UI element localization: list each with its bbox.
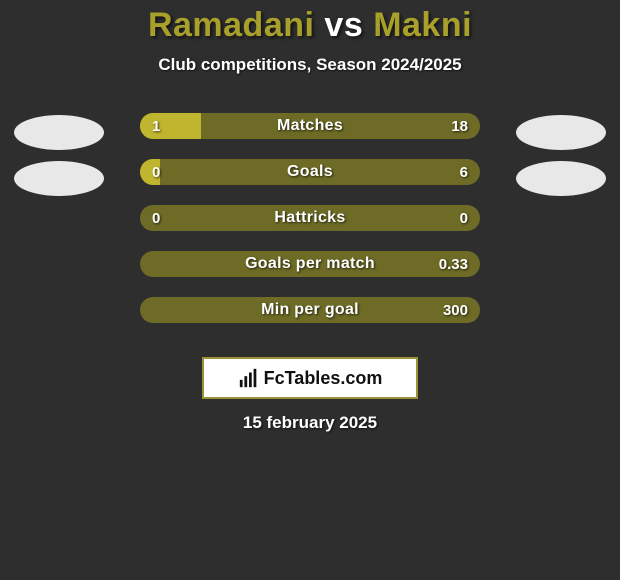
stat-bar: Goals0 6	[140, 159, 480, 185]
bar-value-right: 0.33	[439, 251, 468, 277]
stat-row: Min per goal300	[0, 297, 620, 343]
stat-row: Goals per match0.33	[0, 251, 620, 297]
bar-label: Min per goal	[140, 297, 480, 323]
title-player2: Makni	[373, 6, 472, 44]
bar-value-left: 0	[152, 205, 160, 231]
stat-bar: Min per goal300	[140, 297, 480, 323]
title-vs: vs	[324, 6, 363, 44]
avatar-left	[14, 161, 104, 196]
stat-bar: Goals per match0.33	[140, 251, 480, 277]
avatar-right	[516, 161, 606, 196]
stat-bar: Matches1 18	[140, 113, 480, 139]
bar-value-right: 6	[460, 159, 468, 185]
stat-row: Goals0 6	[0, 159, 620, 205]
brand-text: FcTables.com	[264, 368, 383, 389]
bar-value-left: 1	[152, 113, 160, 139]
avatar-left	[14, 115, 104, 150]
bar-label: Goals	[140, 159, 480, 185]
bar-track: Min per goal300	[140, 297, 480, 323]
bar-track: Goals per match0.33	[140, 251, 480, 277]
bar-track: Goals0 6	[140, 159, 480, 185]
bar-value-right: 300	[443, 297, 468, 323]
brand-box: FcTables.com	[202, 357, 418, 399]
bar-label: Hattricks	[140, 205, 480, 231]
bar-label: Matches	[140, 113, 480, 139]
stat-bar: Hattricks0 0	[140, 205, 480, 231]
title-player1: Ramadani	[148, 6, 315, 44]
date-text: 15 february 2025	[0, 413, 620, 433]
stat-rows: Matches118Goals06Hattricks00Goals per ma…	[0, 113, 620, 343]
stat-row: Matches1 18	[0, 113, 620, 159]
avatar-right	[516, 115, 606, 150]
bar-value-right: 18	[451, 113, 468, 139]
stat-row: Hattricks0 0	[0, 205, 620, 251]
bar-value-right: 0	[460, 205, 468, 231]
page-title: Ramadani vs Makni	[0, 6, 620, 45]
subtitle: Club competitions, Season 2024/2025	[0, 55, 620, 75]
barchart-icon	[238, 367, 260, 389]
comparison-infographic: Ramadani vs Makni Club competitions, Sea…	[0, 0, 620, 433]
bar-value-left: 0	[152, 159, 160, 185]
bar-label: Goals per match	[140, 251, 480, 277]
bar-track: Matches1 18	[140, 113, 480, 139]
bar-track: Hattricks0 0	[140, 205, 480, 231]
